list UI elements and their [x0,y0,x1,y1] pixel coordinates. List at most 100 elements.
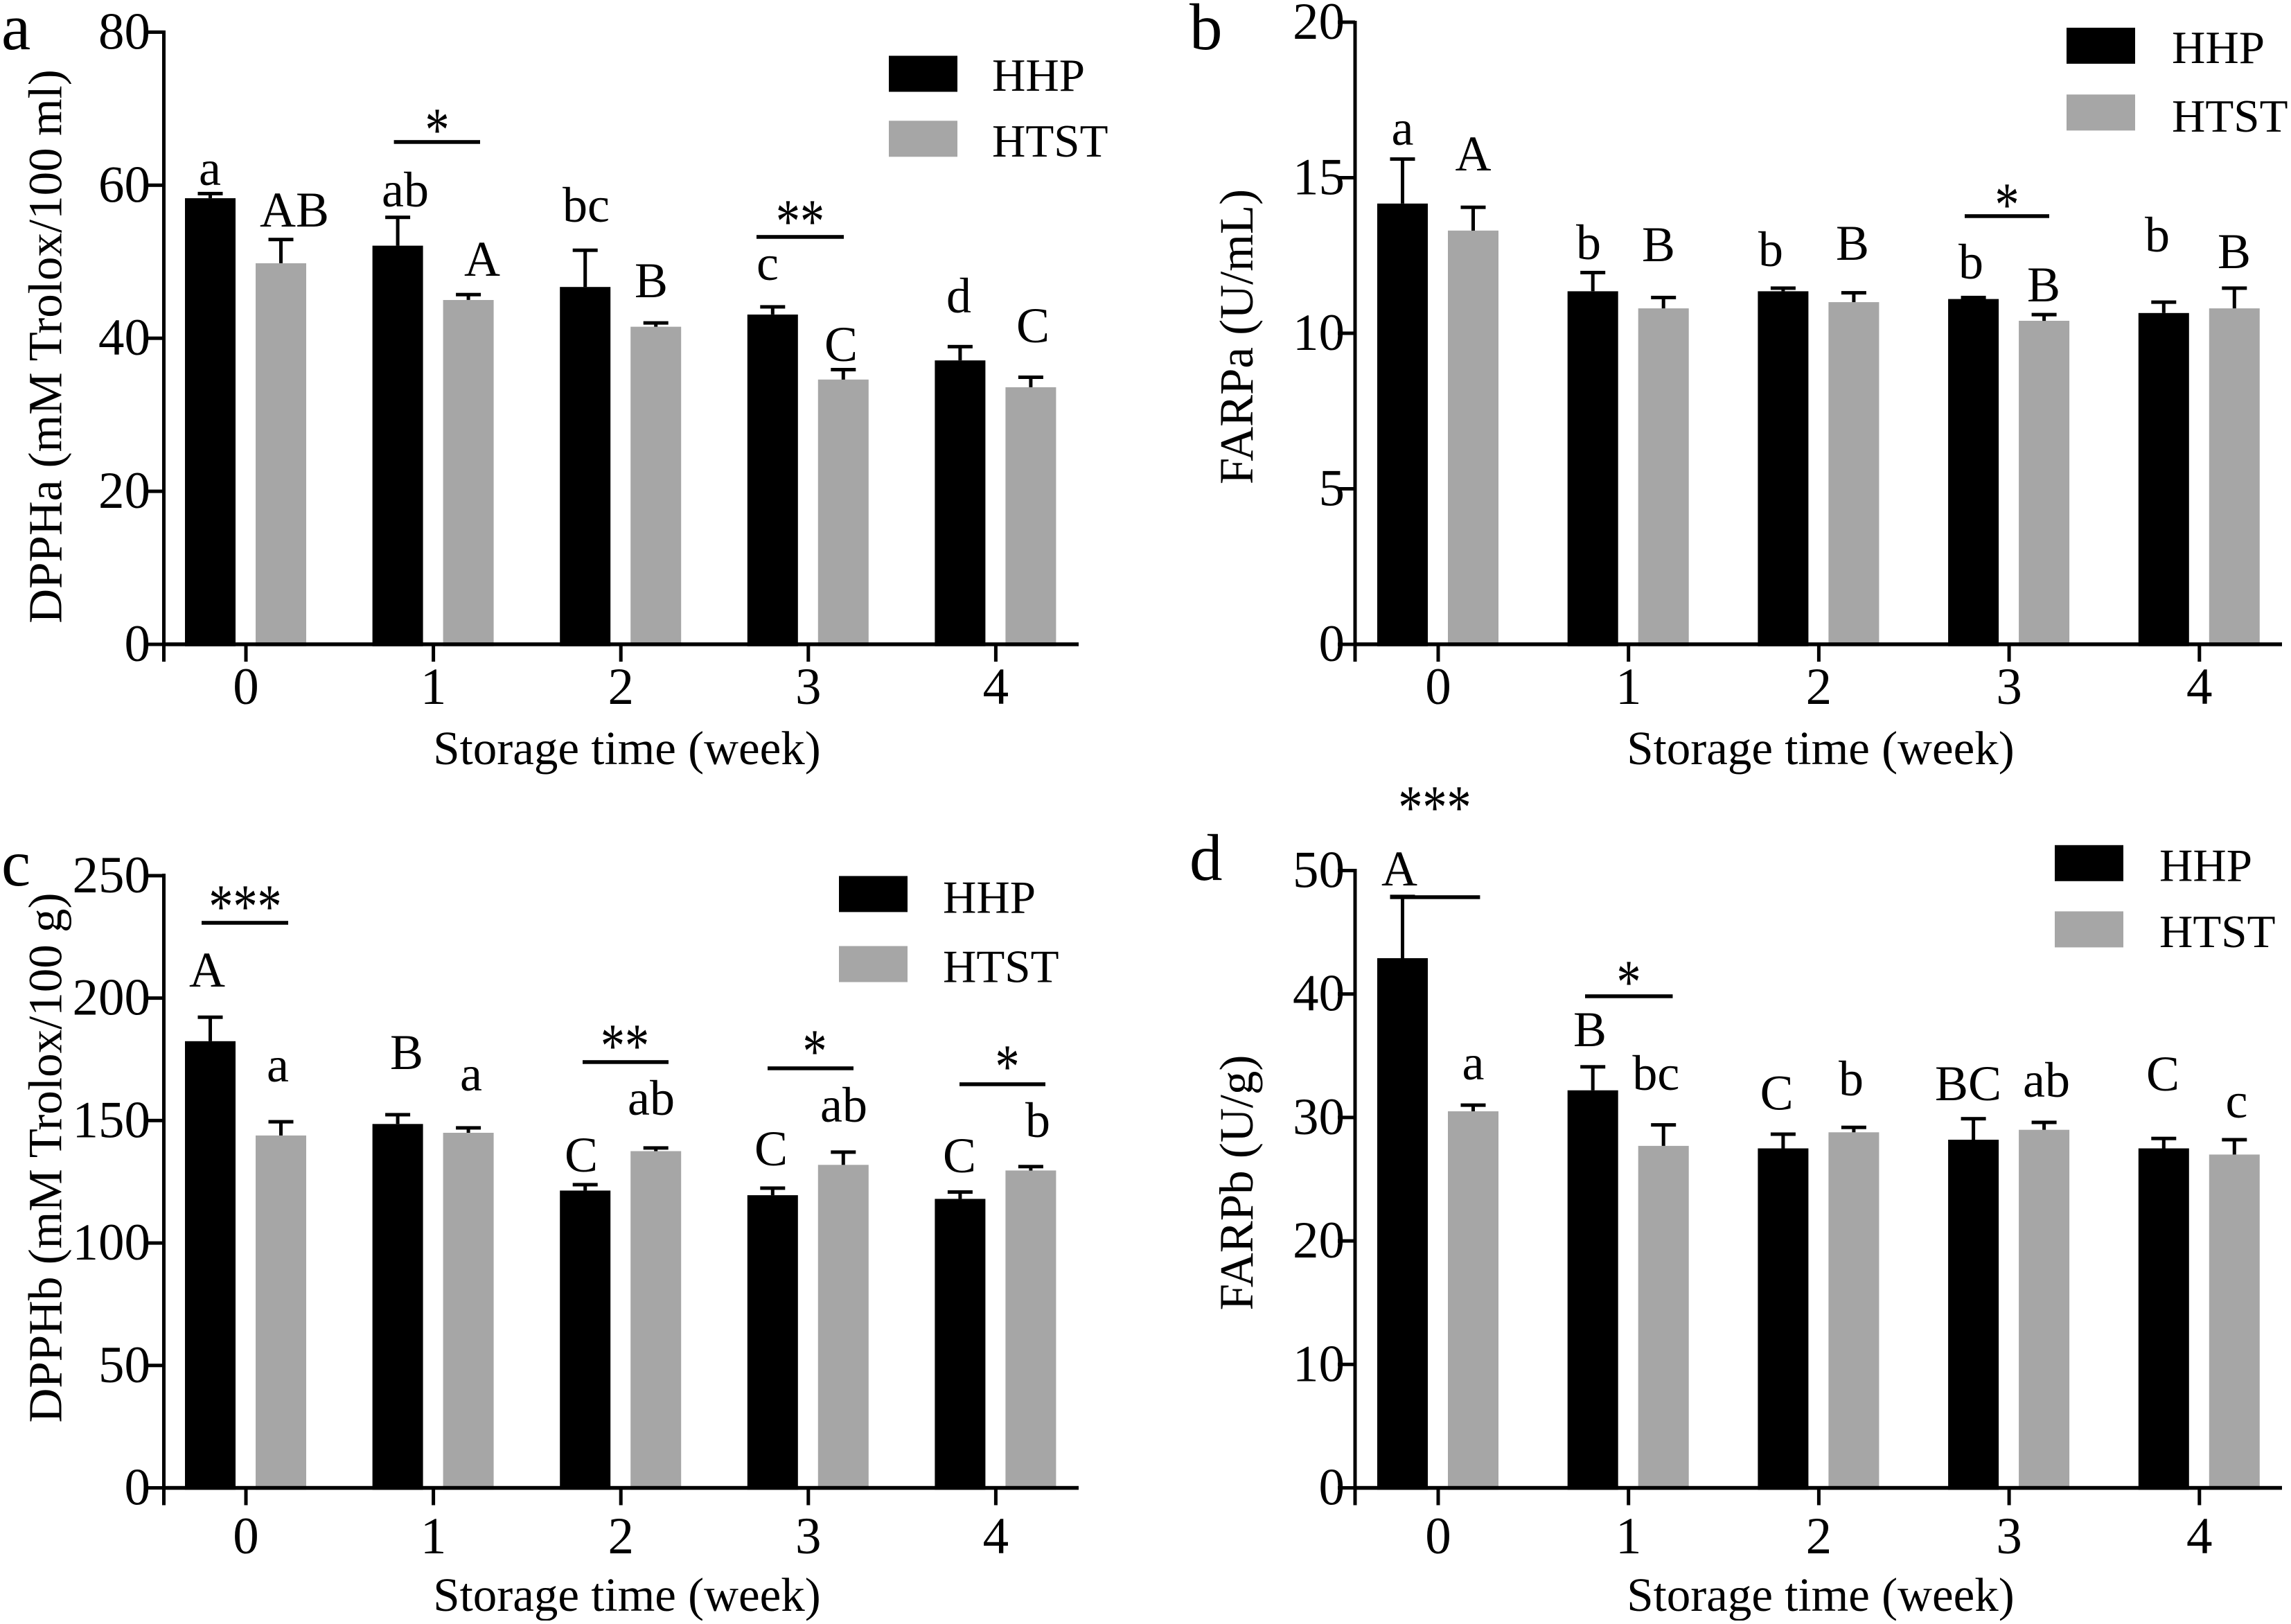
svg-text:4: 4 [2186,658,2213,716]
svg-text:AB: AB [260,182,329,238]
svg-text:C: C [943,1128,976,1183]
svg-text:b: b [1025,1093,1050,1148]
svg-text:b: b [1839,1051,1864,1106]
svg-text:A: A [464,231,500,287]
svg-text:200: 200 [73,969,151,1027]
svg-text:a: a [267,1037,289,1093]
svg-text:Storage time (week): Storage time (week) [433,722,820,775]
svg-text:FARPb (U/g): FARPb (U/g) [1210,1055,1263,1311]
svg-text:1: 1 [1616,658,1642,716]
svg-text:0: 0 [1319,615,1345,673]
svg-text:C: C [1760,1066,1794,1121]
svg-text:0: 0 [125,615,151,673]
svg-text:DPPHb (mM Trolox/100 g): DPPHb (mM Trolox/100 g) [19,893,72,1423]
svg-text:bc: bc [563,177,610,233]
svg-text:3: 3 [1996,1508,2022,1565]
svg-text:250: 250 [73,847,151,904]
svg-text:4: 4 [983,1508,1009,1565]
svg-text:0: 0 [1425,658,1451,716]
svg-text:20: 20 [98,462,150,520]
svg-text:0: 0 [1425,1508,1451,1565]
svg-text:*: * [1994,170,2019,239]
svg-text:20: 20 [1293,0,1345,51]
svg-text:2: 2 [608,658,634,716]
svg-text:B: B [1642,217,1675,272]
svg-text:b: b [2145,207,2170,263]
svg-text:0: 0 [125,1459,151,1517]
svg-text:Storage time (week): Storage time (week) [433,1569,820,1621]
svg-text:B: B [1836,215,1869,271]
svg-text:A: A [1456,126,1492,182]
svg-text:C: C [565,1127,598,1183]
svg-text:B: B [2027,257,2060,312]
svg-text:HHP: HHP [2172,22,2265,73]
svg-text:2: 2 [1806,658,1832,716]
svg-text:HHP: HHP [2159,840,2252,892]
svg-text:c: c [1,827,30,900]
svg-text:ab: ab [382,162,429,218]
svg-text:ab: ab [2023,1052,2070,1108]
svg-text:1: 1 [421,1508,447,1565]
svg-text:0: 0 [233,658,259,716]
svg-text:5: 5 [1319,460,1345,518]
svg-text:10: 10 [1293,1335,1345,1393]
svg-text:a: a [1,0,30,64]
svg-text:a: a [199,141,221,196]
svg-text:b: b [1189,0,1223,64]
svg-text:a: a [1392,100,1414,156]
svg-text:b: b [1576,215,1601,270]
svg-text:80: 80 [98,3,150,60]
svg-text:0: 0 [1319,1459,1345,1517]
svg-text:HHP: HHP [992,50,1085,101]
svg-text:C: C [754,1121,788,1176]
svg-text:3: 3 [1996,658,2022,716]
svg-text:*: * [425,96,449,164]
svg-text:HTST: HTST [2172,91,2288,142]
svg-text:A: A [189,942,225,998]
svg-text:DPPHa (mM Trolox/100 ml): DPPHa (mM Trolox/100 ml) [19,69,72,623]
svg-text:1: 1 [421,658,447,716]
svg-text:HTST: HTST [943,942,1059,993]
svg-text:B: B [635,253,668,308]
svg-text:HTST: HTST [2159,906,2276,957]
svg-text:2: 2 [608,1508,634,1565]
svg-text:bc: bc [1632,1045,1679,1101]
svg-text:4: 4 [2186,1508,2213,1565]
svg-text:*: * [995,1032,1019,1101]
svg-text:2: 2 [1806,1508,1832,1565]
svg-text:FARPa (U/mL): FARPa (U/mL) [1210,189,1263,484]
svg-text:100: 100 [73,1214,151,1271]
svg-text:***: *** [209,872,281,941]
svg-text:60: 60 [98,156,150,213]
svg-text:HHP: HHP [943,872,1036,924]
svg-text:a: a [460,1046,482,1102]
svg-text:40: 40 [1293,965,1345,1023]
svg-text:d: d [1189,821,1223,894]
svg-text:**: ** [601,1012,649,1080]
svg-text:B: B [2218,224,2251,279]
svg-text:***: *** [1398,773,1471,842]
svg-text:50: 50 [98,1336,150,1394]
svg-text:3: 3 [795,1508,822,1565]
svg-text:C: C [1016,298,1050,353]
svg-text:ab: ab [628,1070,675,1126]
svg-text:4: 4 [983,658,1009,716]
svg-text:c: c [2226,1073,2248,1129]
svg-text:C: C [2146,1046,2179,1102]
svg-text:C: C [824,317,858,372]
svg-text:a: a [1462,1035,1485,1091]
svg-text:0: 0 [233,1508,259,1565]
svg-text:3: 3 [795,658,822,716]
svg-text:HTST: HTST [992,116,1108,167]
svg-text:40: 40 [98,309,150,367]
svg-text:1: 1 [1616,1508,1642,1565]
svg-text:15: 15 [1293,149,1345,206]
svg-text:c: c [757,236,779,291]
svg-text:*: * [802,1017,826,1086]
svg-text:ab: ab [820,1077,867,1133]
svg-text:**: ** [776,187,824,256]
svg-text:B: B [390,1025,423,1080]
svg-text:A: A [1381,841,1417,897]
svg-text:Storage time (week): Storage time (week) [1627,1569,2014,1621]
svg-text:*: * [1616,948,1640,1016]
